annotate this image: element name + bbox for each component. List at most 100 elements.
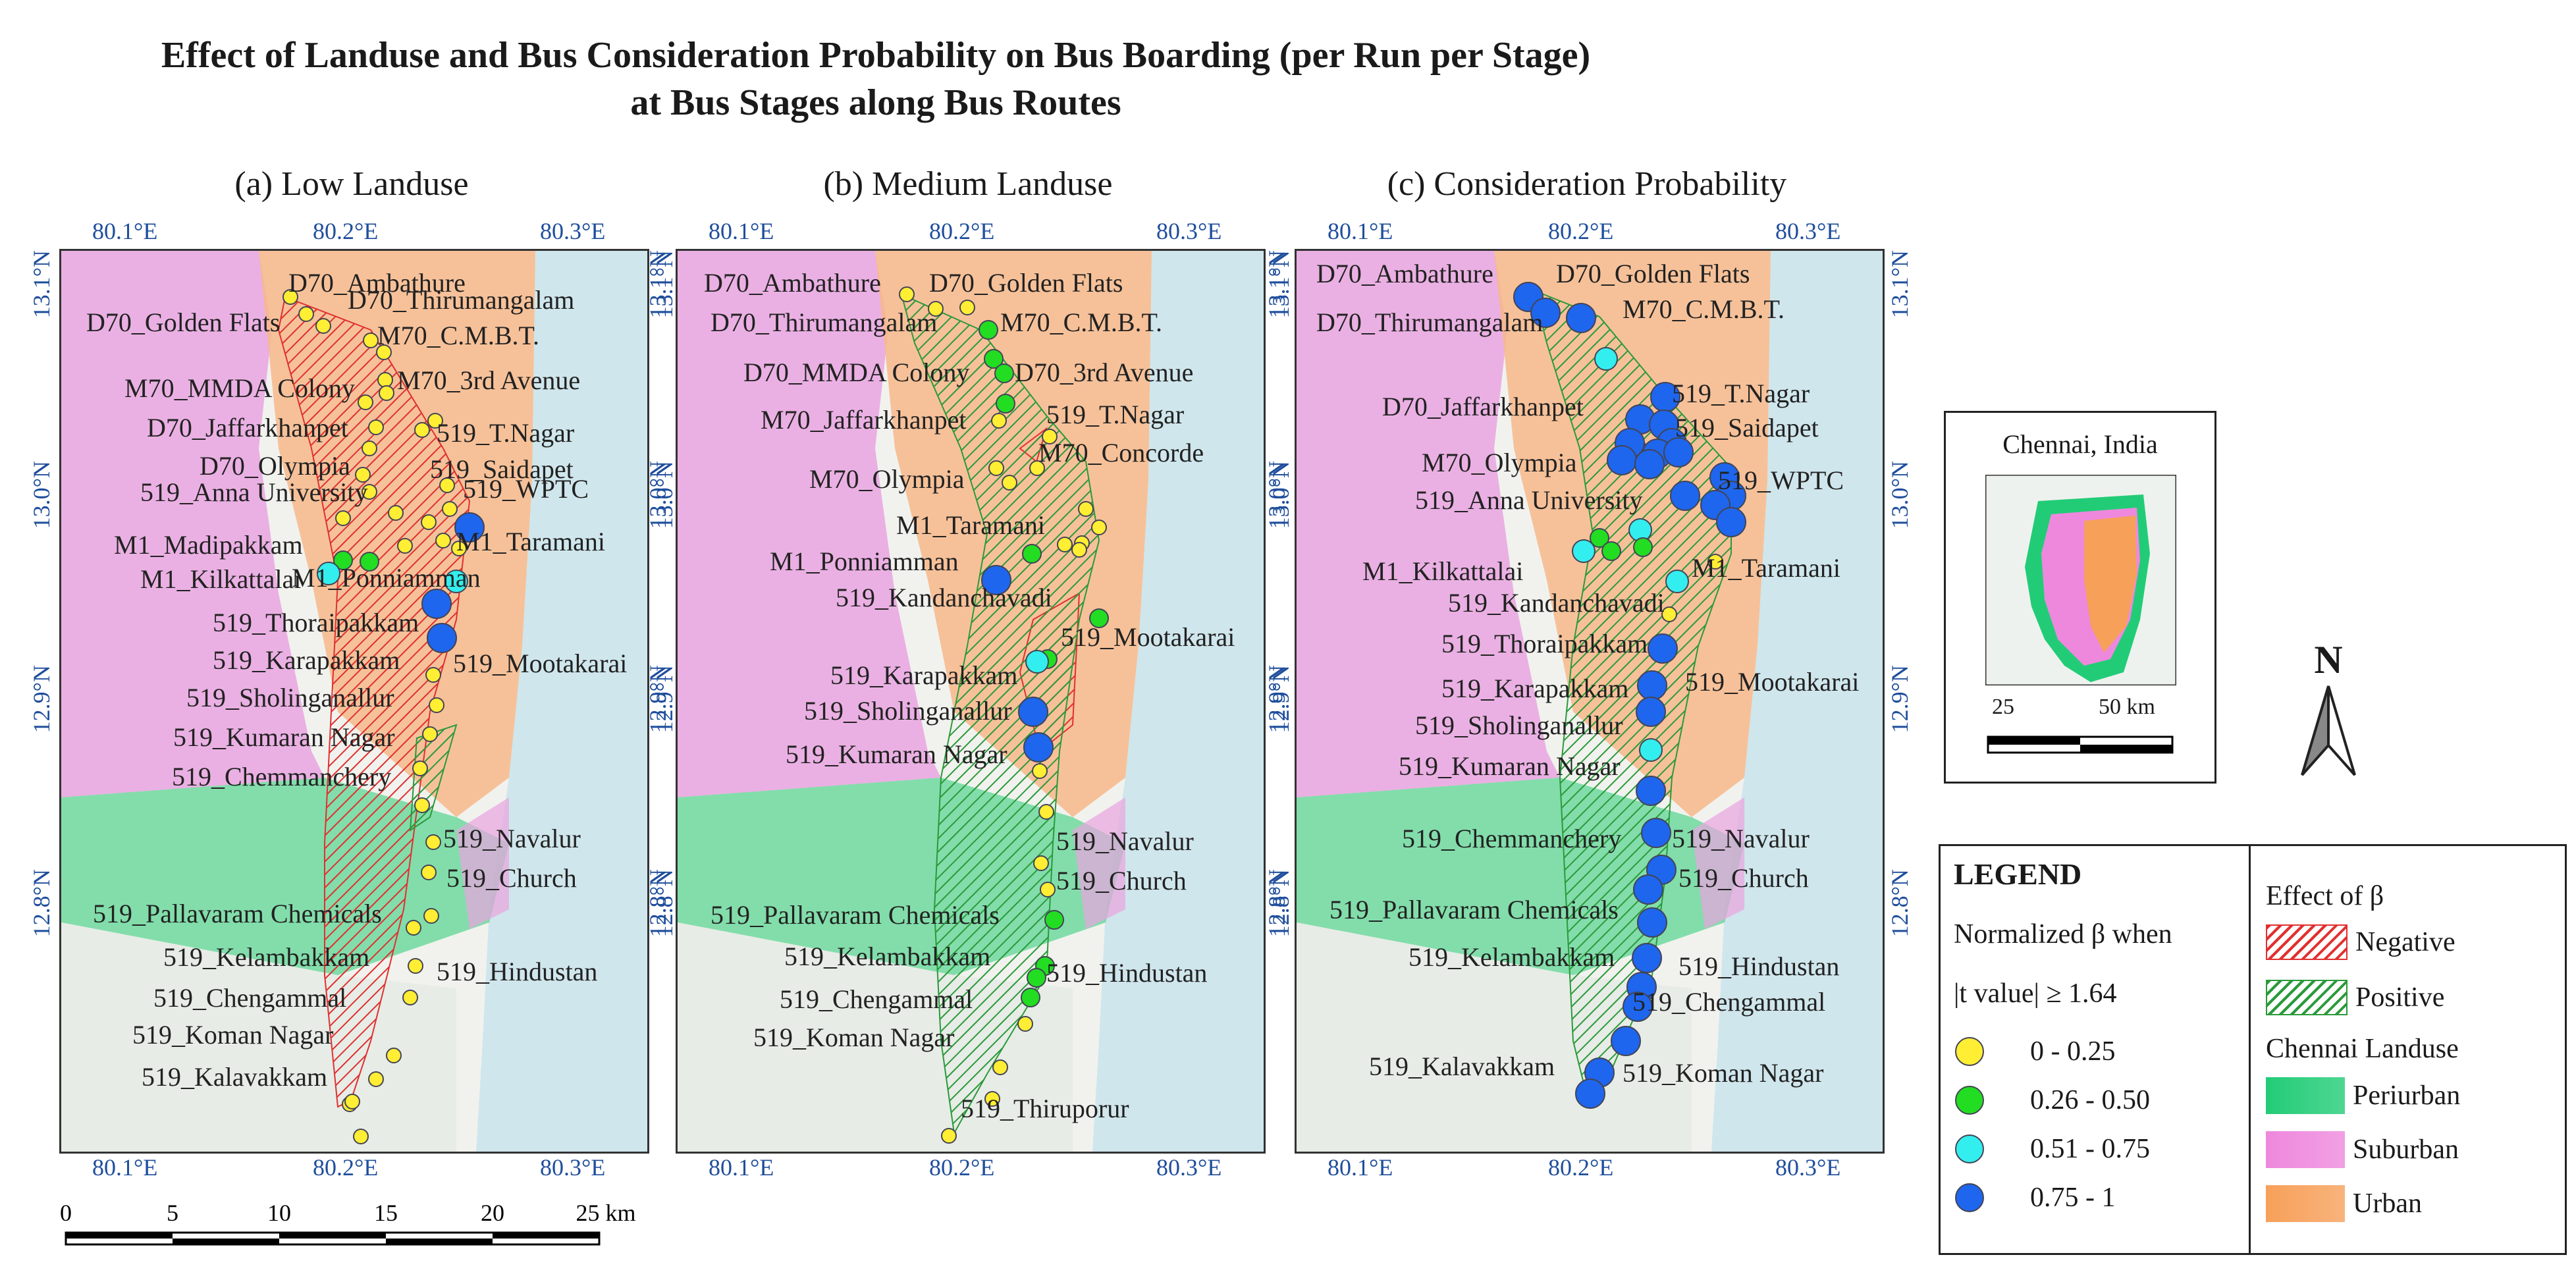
- bus-stop-marker[interactable]: [427, 413, 443, 429]
- bus-stop-marker[interactable]: [1707, 554, 1723, 570]
- bus-stop-marker[interactable]: [435, 533, 451, 548]
- bus-stop-marker[interactable]: [377, 372, 393, 388]
- bus-stop-marker[interactable]: [414, 797, 430, 813]
- bus-stop-marker[interactable]: [1633, 874, 1663, 905]
- bus-stop-marker[interactable]: [991, 413, 1007, 429]
- bus-stop-marker[interactable]: [421, 865, 437, 880]
- bus-stop-marker[interactable]: [442, 501, 458, 517]
- bus-stop-marker[interactable]: [1091, 520, 1107, 535]
- bus-stop-marker[interactable]: [1665, 570, 1689, 593]
- bus-stop-marker[interactable]: [363, 333, 379, 348]
- bus-stop-marker[interactable]: [429, 697, 444, 713]
- bus-stop-marker[interactable]: [1633, 537, 1653, 557]
- bus-stop-marker[interactable]: [1639, 738, 1663, 762]
- bus-stop-marker[interactable]: [439, 477, 455, 493]
- bus-stop-marker[interactable]: [1022, 544, 1042, 564]
- bus-stop-marker[interactable]: [1661, 606, 1677, 622]
- bus-stop-marker[interactable]: [315, 318, 331, 334]
- bus-stop-marker[interactable]: [984, 349, 1004, 369]
- bus-stop-marker[interactable]: [379, 385, 394, 401]
- bus-stop-marker[interactable]: [979, 320, 998, 340]
- bus-stop-marker[interactable]: [317, 562, 340, 585]
- bus-stop-marker[interactable]: [1018, 697, 1048, 727]
- bus-stop-marker[interactable]: [1023, 732, 1054, 762]
- bus-stop-marker[interactable]: [1641, 818, 1671, 848]
- bus-stop-marker[interactable]: [1607, 445, 1637, 475]
- bus-stop-marker[interactable]: [333, 550, 353, 570]
- bus-stop-marker[interactable]: [1027, 968, 1046, 988]
- bus-stop-marker[interactable]: [454, 512, 485, 543]
- bus-stop-marker[interactable]: [402, 990, 418, 1005]
- bus-stop-marker[interactable]: [992, 1059, 1008, 1075]
- bus-stop-marker[interactable]: [1611, 1026, 1641, 1056]
- bus-stop-marker[interactable]: [996, 394, 1015, 413]
- bus-stop-marker[interactable]: [994, 363, 1014, 383]
- bus-stop-marker[interactable]: [362, 440, 377, 456]
- bus-stop-marker[interactable]: [1634, 449, 1665, 479]
- bus-stop-marker[interactable]: [981, 565, 1011, 595]
- bus-stop-marker[interactable]: [1044, 910, 1064, 930]
- bus-stop-marker[interactable]: [282, 289, 298, 305]
- bus-stop-marker[interactable]: [397, 538, 413, 554]
- bus-stop-marker[interactable]: [1632, 943, 1662, 973]
- bus-stop-marker[interactable]: [1637, 670, 1667, 701]
- bus-stop-marker[interactable]: [1021, 988, 1040, 1007]
- bus-stop-marker[interactable]: [1057, 537, 1073, 552]
- bus-stop-marker[interactable]: [1040, 882, 1056, 897]
- bus-stop-marker[interactable]: [959, 300, 975, 315]
- map-panel-consideration-probability[interactable]: D70_Ambathure D70_Golden Flats D70_Thiruma…: [1295, 249, 1885, 1154]
- bus-stop-marker[interactable]: [425, 667, 441, 683]
- bus-stop-marker[interactable]: [1663, 437, 1694, 467]
- bus-stop-marker[interactable]: [425, 834, 441, 850]
- bus-stop-marker[interactable]: [1017, 1016, 1033, 1032]
- bus-stop-marker[interactable]: [408, 958, 423, 974]
- map-panel-medium-landuse[interactable]: D70_Ambathure D70_Golden Flats D70_Thiruma…: [676, 249, 1266, 1154]
- bus-stop-marker[interactable]: [1648, 633, 1678, 664]
- bus-stop-marker[interactable]: [414, 422, 430, 438]
- bus-stop-marker[interactable]: [406, 920, 421, 936]
- bus-stop-marker[interactable]: [984, 1091, 1000, 1107]
- bus-stop-marker[interactable]: [421, 514, 437, 530]
- bus-stop-marker[interactable]: [423, 908, 439, 924]
- bus-stop-marker[interactable]: [1029, 460, 1045, 476]
- bus-stop-marker[interactable]: [928, 301, 944, 317]
- bus-stop-marker[interactable]: [386, 1048, 402, 1063]
- bus-stop-marker[interactable]: [988, 460, 1004, 476]
- bus-stop-marker[interactable]: [358, 394, 373, 410]
- bus-stop-marker[interactable]: [298, 306, 314, 322]
- bus-stop-marker[interactable]: [353, 1129, 369, 1144]
- bus-stop-marker[interactable]: [368, 419, 384, 435]
- bus-stop-marker[interactable]: [335, 510, 351, 526]
- bus-stop-marker[interactable]: [355, 467, 371, 483]
- bus-stop-marker[interactable]: [1025, 650, 1049, 674]
- bus-stop-marker[interactable]: [899, 286, 915, 302]
- bus-stop-marker[interactable]: [1530, 298, 1561, 328]
- bus-stop-marker[interactable]: [1042, 429, 1058, 444]
- bus-stop-marker[interactable]: [1637, 907, 1667, 938]
- bus-stop-marker[interactable]: [344, 1094, 360, 1109]
- bus-stop-marker[interactable]: [444, 570, 468, 593]
- bus-stop-marker[interactable]: [362, 484, 377, 500]
- bus-stop-marker[interactable]: [1078, 501, 1094, 517]
- bus-stop-marker[interactable]: [1590, 528, 1609, 548]
- bus-stop-marker[interactable]: [1716, 507, 1746, 537]
- bus-stop-marker[interactable]: [1575, 1079, 1605, 1109]
- bus-stop-marker[interactable]: [1670, 481, 1700, 511]
- bus-stop-marker[interactable]: [1071, 542, 1087, 558]
- bus-stop-marker[interactable]: [412, 760, 428, 776]
- bus-stop-marker[interactable]: [1636, 776, 1666, 806]
- bus-stop-marker[interactable]: [427, 623, 457, 653]
- bus-stop-marker[interactable]: [1033, 855, 1049, 871]
- bus-stop-marker[interactable]: [1572, 539, 1596, 563]
- bus-stop-marker[interactable]: [1038, 804, 1054, 820]
- bus-stop-marker[interactable]: [1089, 608, 1109, 628]
- bus-stop-marker[interactable]: [421, 589, 452, 619]
- bus-stop-marker[interactable]: [1601, 541, 1621, 561]
- bus-stop-marker[interactable]: [376, 344, 392, 360]
- bus-stop-marker[interactable]: [360, 552, 379, 572]
- bus-stop-marker[interactable]: [1636, 697, 1666, 727]
- bus-stop-marker[interactable]: [388, 505, 404, 521]
- bus-stop-marker[interactable]: [1032, 763, 1048, 779]
- bus-stop-marker[interactable]: [451, 541, 467, 556]
